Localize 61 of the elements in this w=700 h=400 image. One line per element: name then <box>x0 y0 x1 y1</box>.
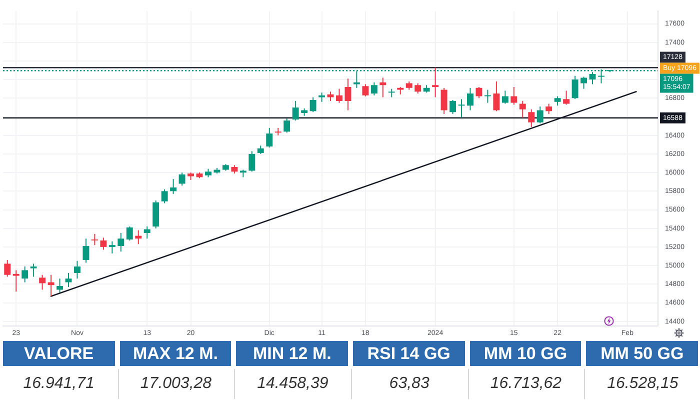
candlestick <box>502 90 508 104</box>
candlestick <box>519 100 526 118</box>
candlestick <box>476 86 482 99</box>
candlestick <box>118 232 124 252</box>
candlestick <box>528 108 535 128</box>
candlestick <box>12 270 20 292</box>
candlestick <box>344 78 352 111</box>
text: 16.713,62 <box>490 375 562 392</box>
candlestick <box>56 278 63 294</box>
candlestick <box>440 87 448 114</box>
candlestick <box>74 260 80 280</box>
candlestick <box>100 237 107 250</box>
candlestick <box>82 238 90 264</box>
text: 14.458,39 <box>257 375 328 392</box>
candlestick <box>370 82 378 96</box>
candlestick <box>510 86 518 106</box>
candlestick <box>432 66 439 98</box>
candlestick <box>161 188 168 204</box>
candlestick <box>458 98 465 118</box>
candlestick <box>178 172 186 186</box>
category-label: MM 50 GG <box>600 344 684 363</box>
candlestick <box>266 127 273 148</box>
candlestick <box>380 77 386 98</box>
candlestick <box>30 263 37 278</box>
candlestick <box>484 89 491 104</box>
candlestick <box>91 233 98 246</box>
candlestick <box>546 103 552 114</box>
candlestick <box>4 259 11 278</box>
category-label: MM 10 GG <box>484 344 568 363</box>
candlestick <box>310 96 316 113</box>
candlestick <box>284 118 290 134</box>
candlestick <box>108 240 116 254</box>
category-label: VALORE <box>24 344 94 363</box>
candlestick <box>336 88 342 104</box>
candlestick <box>572 75 578 100</box>
category-label: MAX 12 M. <box>132 344 218 363</box>
category-label: RSI 14 GG <box>367 344 450 363</box>
text: 16.941,71 <box>23 375 94 392</box>
candlestick <box>292 100 299 121</box>
text: 16.528,15 <box>607 375 678 392</box>
candlestick <box>135 230 142 245</box>
text: 63,83 <box>389 375 430 392</box>
candlestick <box>580 76 587 90</box>
candlestick <box>126 226 133 241</box>
candlestick <box>414 82 422 94</box>
candlestick <box>563 90 570 106</box>
candlestick <box>493 80 500 112</box>
text: 17.003,28 <box>140 375 212 392</box>
candlestick <box>170 178 177 194</box>
candlestick <box>467 87 474 111</box>
candlestick <box>65 272 72 288</box>
candlestick <box>22 266 28 283</box>
candlestick <box>39 274 46 290</box>
candlestick <box>554 96 561 106</box>
candlestick <box>536 106 544 124</box>
candlestick <box>362 84 369 97</box>
category-label: MIN 12 M. <box>252 344 332 363</box>
candlestick <box>248 150 256 172</box>
candlestick <box>48 274 54 297</box>
candlestick <box>144 226 150 240</box>
candlestick <box>450 100 456 114</box>
